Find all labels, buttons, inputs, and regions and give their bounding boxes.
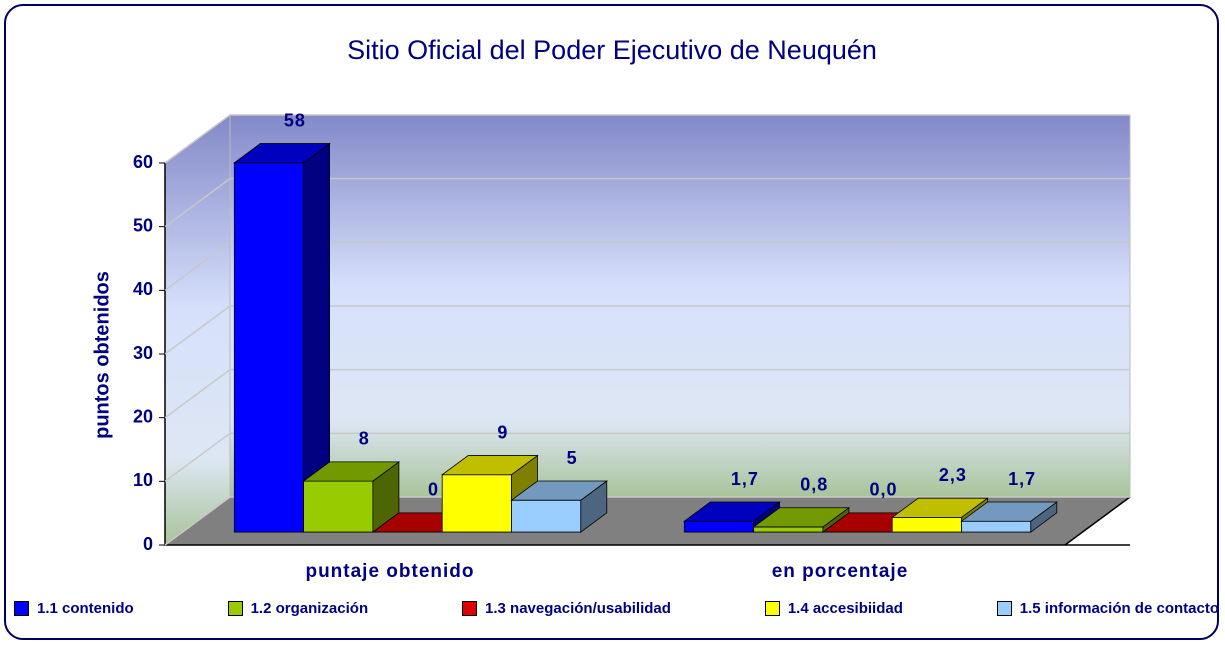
bar-front	[441, 474, 512, 533]
y-tick-label: 30	[133, 343, 153, 363]
y-tick-label: 0	[143, 534, 153, 554]
legend-item: 1.1 contenido	[14, 600, 134, 617]
data-label: 0,0	[870, 480, 898, 500]
data-label: 9	[497, 422, 508, 442]
bar-front	[233, 162, 305, 533]
bar-front	[683, 520, 754, 533]
bar-top	[683, 501, 781, 522]
floor	[165, 497, 1130, 545]
data-label: 0,8	[800, 474, 828, 494]
x-tick-label: en porcentaje	[772, 561, 909, 582]
bar-top	[233, 143, 331, 164]
legend-item: 1.2 organización	[227, 600, 369, 617]
bar	[510, 480, 609, 533]
y-tick-label: 10	[133, 470, 153, 490]
grid-line	[164, 496, 1130, 546]
legend-item: 1.5 información de contacto	[996, 600, 1219, 617]
bar-top	[302, 461, 401, 482]
data-label: 5	[567, 448, 578, 468]
bar-front	[961, 520, 1032, 533]
bar-front	[891, 516, 962, 533]
bar-top	[440, 455, 539, 476]
legend-label: 1.5 información de contacto	[1019, 600, 1219, 617]
bar-top	[510, 480, 609, 501]
bar	[233, 142, 331, 533]
data-label: 58	[284, 110, 306, 130]
legend-swatch	[227, 601, 243, 616]
legend-swatch	[462, 601, 478, 616]
y-axis-label: puntos obtenidos	[91, 271, 113, 439]
y-tick-label: 20	[133, 406, 153, 426]
legend-label: 1.2 organización	[250, 600, 369, 617]
data-label: 8	[359, 429, 370, 449]
legend-swatch	[764, 601, 780, 616]
chart-title: Sitio Oficial del Poder Ejecutivo de Neu…	[347, 35, 877, 65]
bar-front	[511, 499, 582, 533]
grid-line	[164, 305, 1130, 355]
data-label: 1,7	[731, 469, 759, 489]
y-tick-label: 40	[133, 279, 153, 299]
bar-front	[303, 480, 374, 533]
bar	[302, 461, 401, 533]
grid-line	[164, 177, 1130, 228]
x-tick-label: puntaje obtenido	[305, 561, 474, 582]
legend-item: 1.4 accesibiidad	[764, 600, 903, 617]
legend-label: 1.1 contenido	[37, 600, 134, 617]
grid-line	[164, 368, 1130, 419]
legend-swatch	[996, 601, 1012, 616]
data-label: 1,7	[1008, 469, 1036, 489]
legend-label: 1.3 navegación/usabilidad	[485, 600, 671, 617]
bar	[752, 506, 851, 533]
legend-item: 1.3 navegación/usabilidad	[462, 600, 671, 617]
bar-top	[960, 501, 1059, 522]
bar-top	[752, 507, 851, 528]
data-label: 2,3	[939, 465, 967, 485]
bar-front	[753, 526, 824, 533]
bar	[960, 501, 1059, 533]
axis-line	[1064, 496, 1131, 546]
grid-line	[164, 432, 1130, 482]
legend: 1.1 contenido 1.2 organización 1.3 navegac…	[14, 600, 1219, 617]
bar	[683, 501, 781, 533]
y-tick-label: 60	[133, 152, 153, 172]
grid-line	[164, 114, 1130, 164]
legend-label: 1.4 accesibiidad	[787, 600, 903, 617]
bar-top	[890, 497, 989, 518]
legend-swatch	[14, 601, 29, 616]
grid-line	[164, 241, 1130, 291]
data-label: 0	[428, 480, 439, 500]
y-tick-label: 50	[133, 215, 153, 235]
